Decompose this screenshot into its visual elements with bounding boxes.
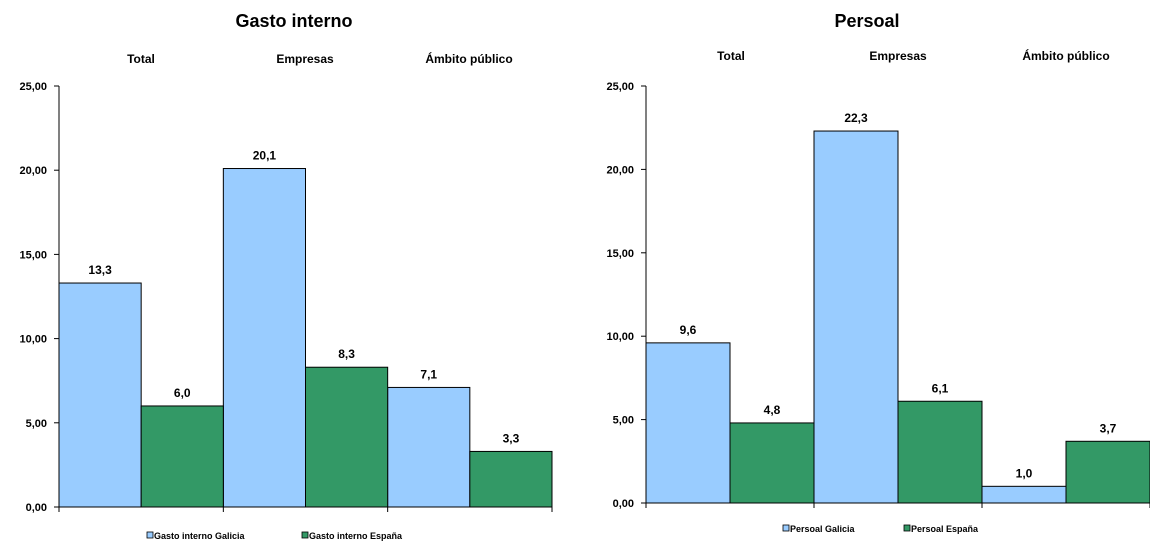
data-label: 20,1 [253, 149, 277, 163]
y-tick-label: 5,00 [26, 418, 47, 430]
y-tick-label: 10,00 [19, 334, 47, 346]
data-label: 3,7 [1100, 421, 1117, 435]
bar [58, 282, 142, 508]
data-label: 3,3 [503, 431, 520, 445]
bar [729, 422, 815, 504]
y-tick-label: 25,00 [19, 81, 47, 93]
data-label: 13,3 [88, 263, 112, 277]
chart-title: Persoal [834, 11, 899, 31]
y-tick-label: 5,00 [613, 415, 634, 427]
data-label: 22,3 [844, 111, 868, 125]
y-tick-label: 15,00 [19, 249, 47, 261]
y-tick-label: 0,00 [613, 498, 634, 510]
category-label: Ámbito público [1022, 48, 1109, 63]
bar [813, 130, 899, 504]
y-tick-label: 20,00 [606, 164, 634, 176]
legend-entry: Persoal Galicia [790, 524, 856, 534]
category-label: Total [717, 49, 745, 63]
data-label: 9,6 [680, 323, 697, 337]
data-label: 6,1 [932, 381, 949, 395]
bar [387, 386, 471, 508]
legend-swatch [903, 524, 911, 532]
category-label: Ámbito público [425, 51, 512, 66]
data-label: 4,8 [764, 403, 781, 417]
bar [222, 168, 306, 508]
legend-swatch [782, 524, 790, 532]
legend-entry: Gasto interno España [309, 531, 403, 541]
data-label: 7,1 [420, 367, 437, 381]
y-tick-label: 15,00 [606, 248, 634, 260]
bar [897, 400, 983, 504]
y-tick-label: 25,00 [606, 81, 634, 93]
legend-swatch [146, 531, 154, 539]
data-label: 8,3 [338, 347, 355, 361]
chart-title: Gasto interno [235, 11, 352, 31]
bar [140, 405, 224, 508]
bar [981, 485, 1067, 504]
category-label: Total [127, 52, 155, 66]
bar [1065, 440, 1150, 504]
category-label: Empresas [276, 52, 334, 66]
bar [305, 366, 389, 508]
bar [645, 342, 731, 504]
category-label: Empresas [869, 49, 927, 63]
y-tick-label: 10,00 [606, 331, 634, 343]
legend-entry: Persoal España [911, 524, 979, 534]
y-tick-label: 20,00 [19, 165, 47, 177]
legend-entry: Gasto interno Galicia [154, 531, 246, 541]
bar [469, 450, 553, 508]
data-label: 1,0 [1016, 466, 1033, 480]
legend-swatch [301, 531, 309, 539]
y-tick-label: 0,00 [26, 502, 47, 514]
data-label: 6,0 [174, 386, 191, 400]
